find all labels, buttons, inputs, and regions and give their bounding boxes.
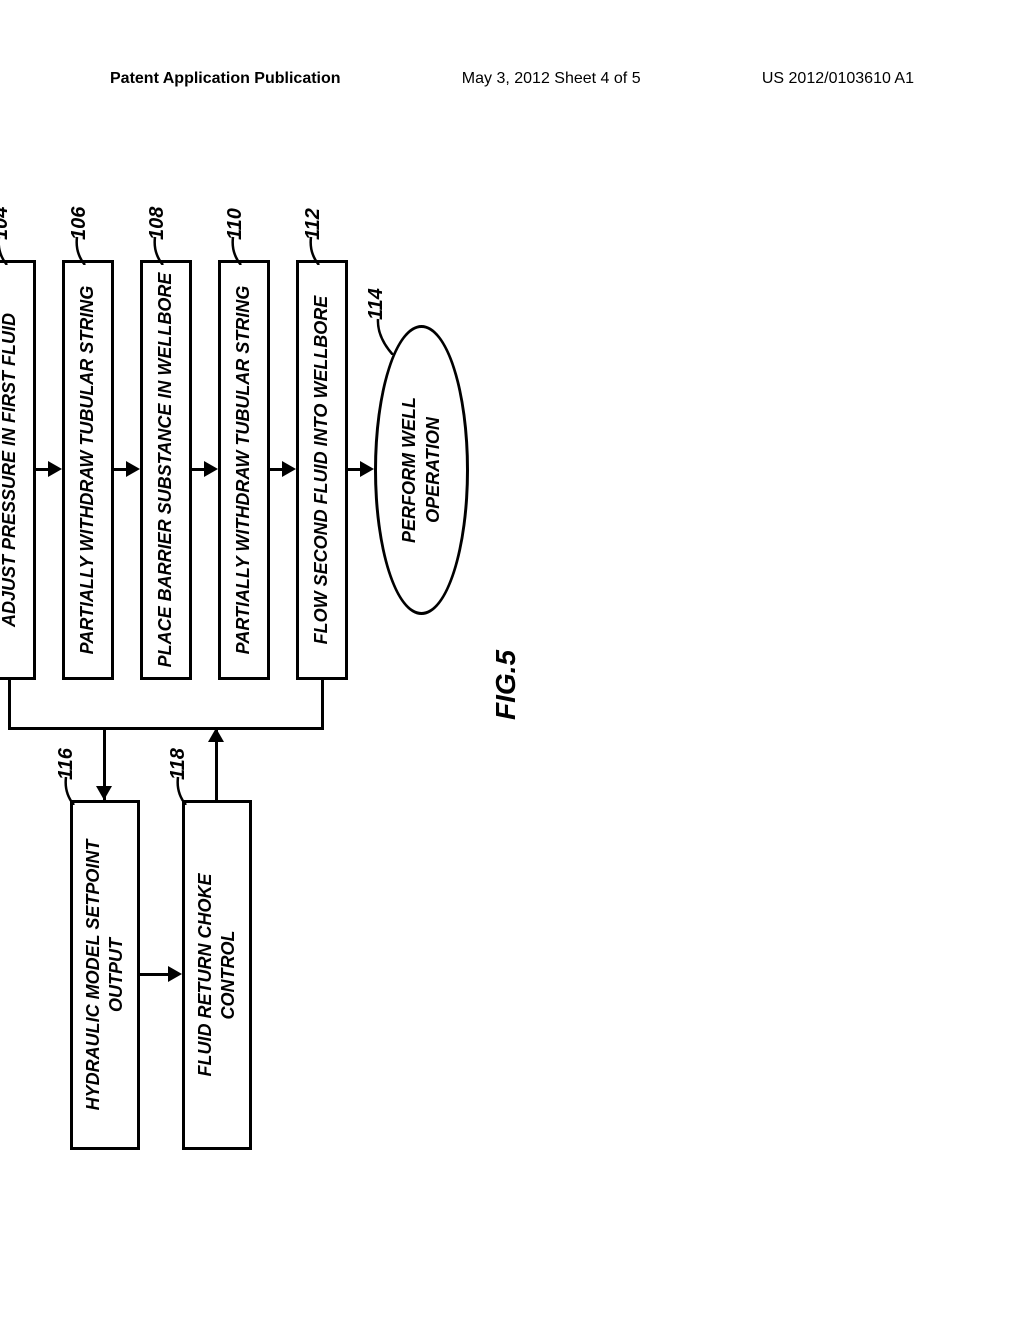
connector-h1 [8,680,11,730]
oval-end-text: PERFORM WELL OPERATION [398,397,445,543]
figure-label: FIG.5 [490,650,522,720]
diagram-container: 100 FIRST FLUID PRESENT IN WELLBORE 102 … [5,325,1024,1025]
side-box-2: FLUID RETURN CHOKE CONTROL [182,800,252,1150]
step-3-text: PLACE BARRIER SUBSTANCE IN WELLBORE [154,273,177,668]
step-1-text: ADJUST PRESSURE IN FIRST FLUID [0,313,22,627]
step-1: ADJUST PRESSURE IN FIRST FLUID [0,260,36,680]
arrow-side-head [168,966,182,982]
step-5: FLOW SECOND FLUID INTO WELLBORE [296,260,348,680]
ref-106-curve [73,235,88,265]
ref-114-curve [375,317,395,355]
step-3: PLACE BARRIER SUBSTANCE IN WELLBORE [140,260,192,680]
ref-112-curve [307,235,322,265]
connector-h4-head [208,728,224,742]
side-2-text: FLUID RETURN CHOKE CONTROL [194,874,241,1077]
step-4: PARTIALLY WITHDRAW TUBULAR STRING [218,260,270,680]
step-4-text: PARTIALLY WITHDRAW TUBULAR STRING [232,286,255,655]
ref-108-curve [151,235,166,265]
arrow-6-head [360,461,374,477]
side-1-text: HYDRAULIC MODEL SETPOINT OUTPUT [82,840,129,1111]
step-5-text: FLOW SECOND FLUID INTO WELLBORE [310,296,333,645]
arrow-2-head [48,461,62,477]
header-center: May 3, 2012 Sheet 4 of 5 [462,70,641,88]
step-2: PARTIALLY WITHDRAW TUBULAR STRING [62,260,114,680]
arrow-4-head [204,461,218,477]
ref-116-curve [62,775,77,805]
arrow-3-head [126,461,140,477]
connector-h2 [321,680,324,730]
ref-oval-end: 114 [365,288,388,320]
side-box-1: HYDRAULIC MODEL SETPOINT OUTPUT [70,800,140,1150]
flowchart-diagram: 100 FIRST FLUID PRESENT IN WELLBORE 102 … [0,150,530,1200]
connector-v [8,727,324,730]
ref-104-curve [0,235,10,265]
ref-110-curve [229,235,244,265]
oval-end: PERFORM WELL OPERATION [374,325,469,615]
header-left: Patent Application Publication [110,70,341,88]
ref-118-curve [174,775,189,805]
connector-h3-head [96,786,112,800]
step-2-text: PARTIALLY WITHDRAW TUBULAR STRING [76,286,99,655]
arrow-5-head [282,461,296,477]
arrow-side [140,973,170,976]
header-right: US 2012/0103610 A1 [762,70,914,88]
page-header: Patent Application Publication May 3, 20… [0,70,1024,88]
